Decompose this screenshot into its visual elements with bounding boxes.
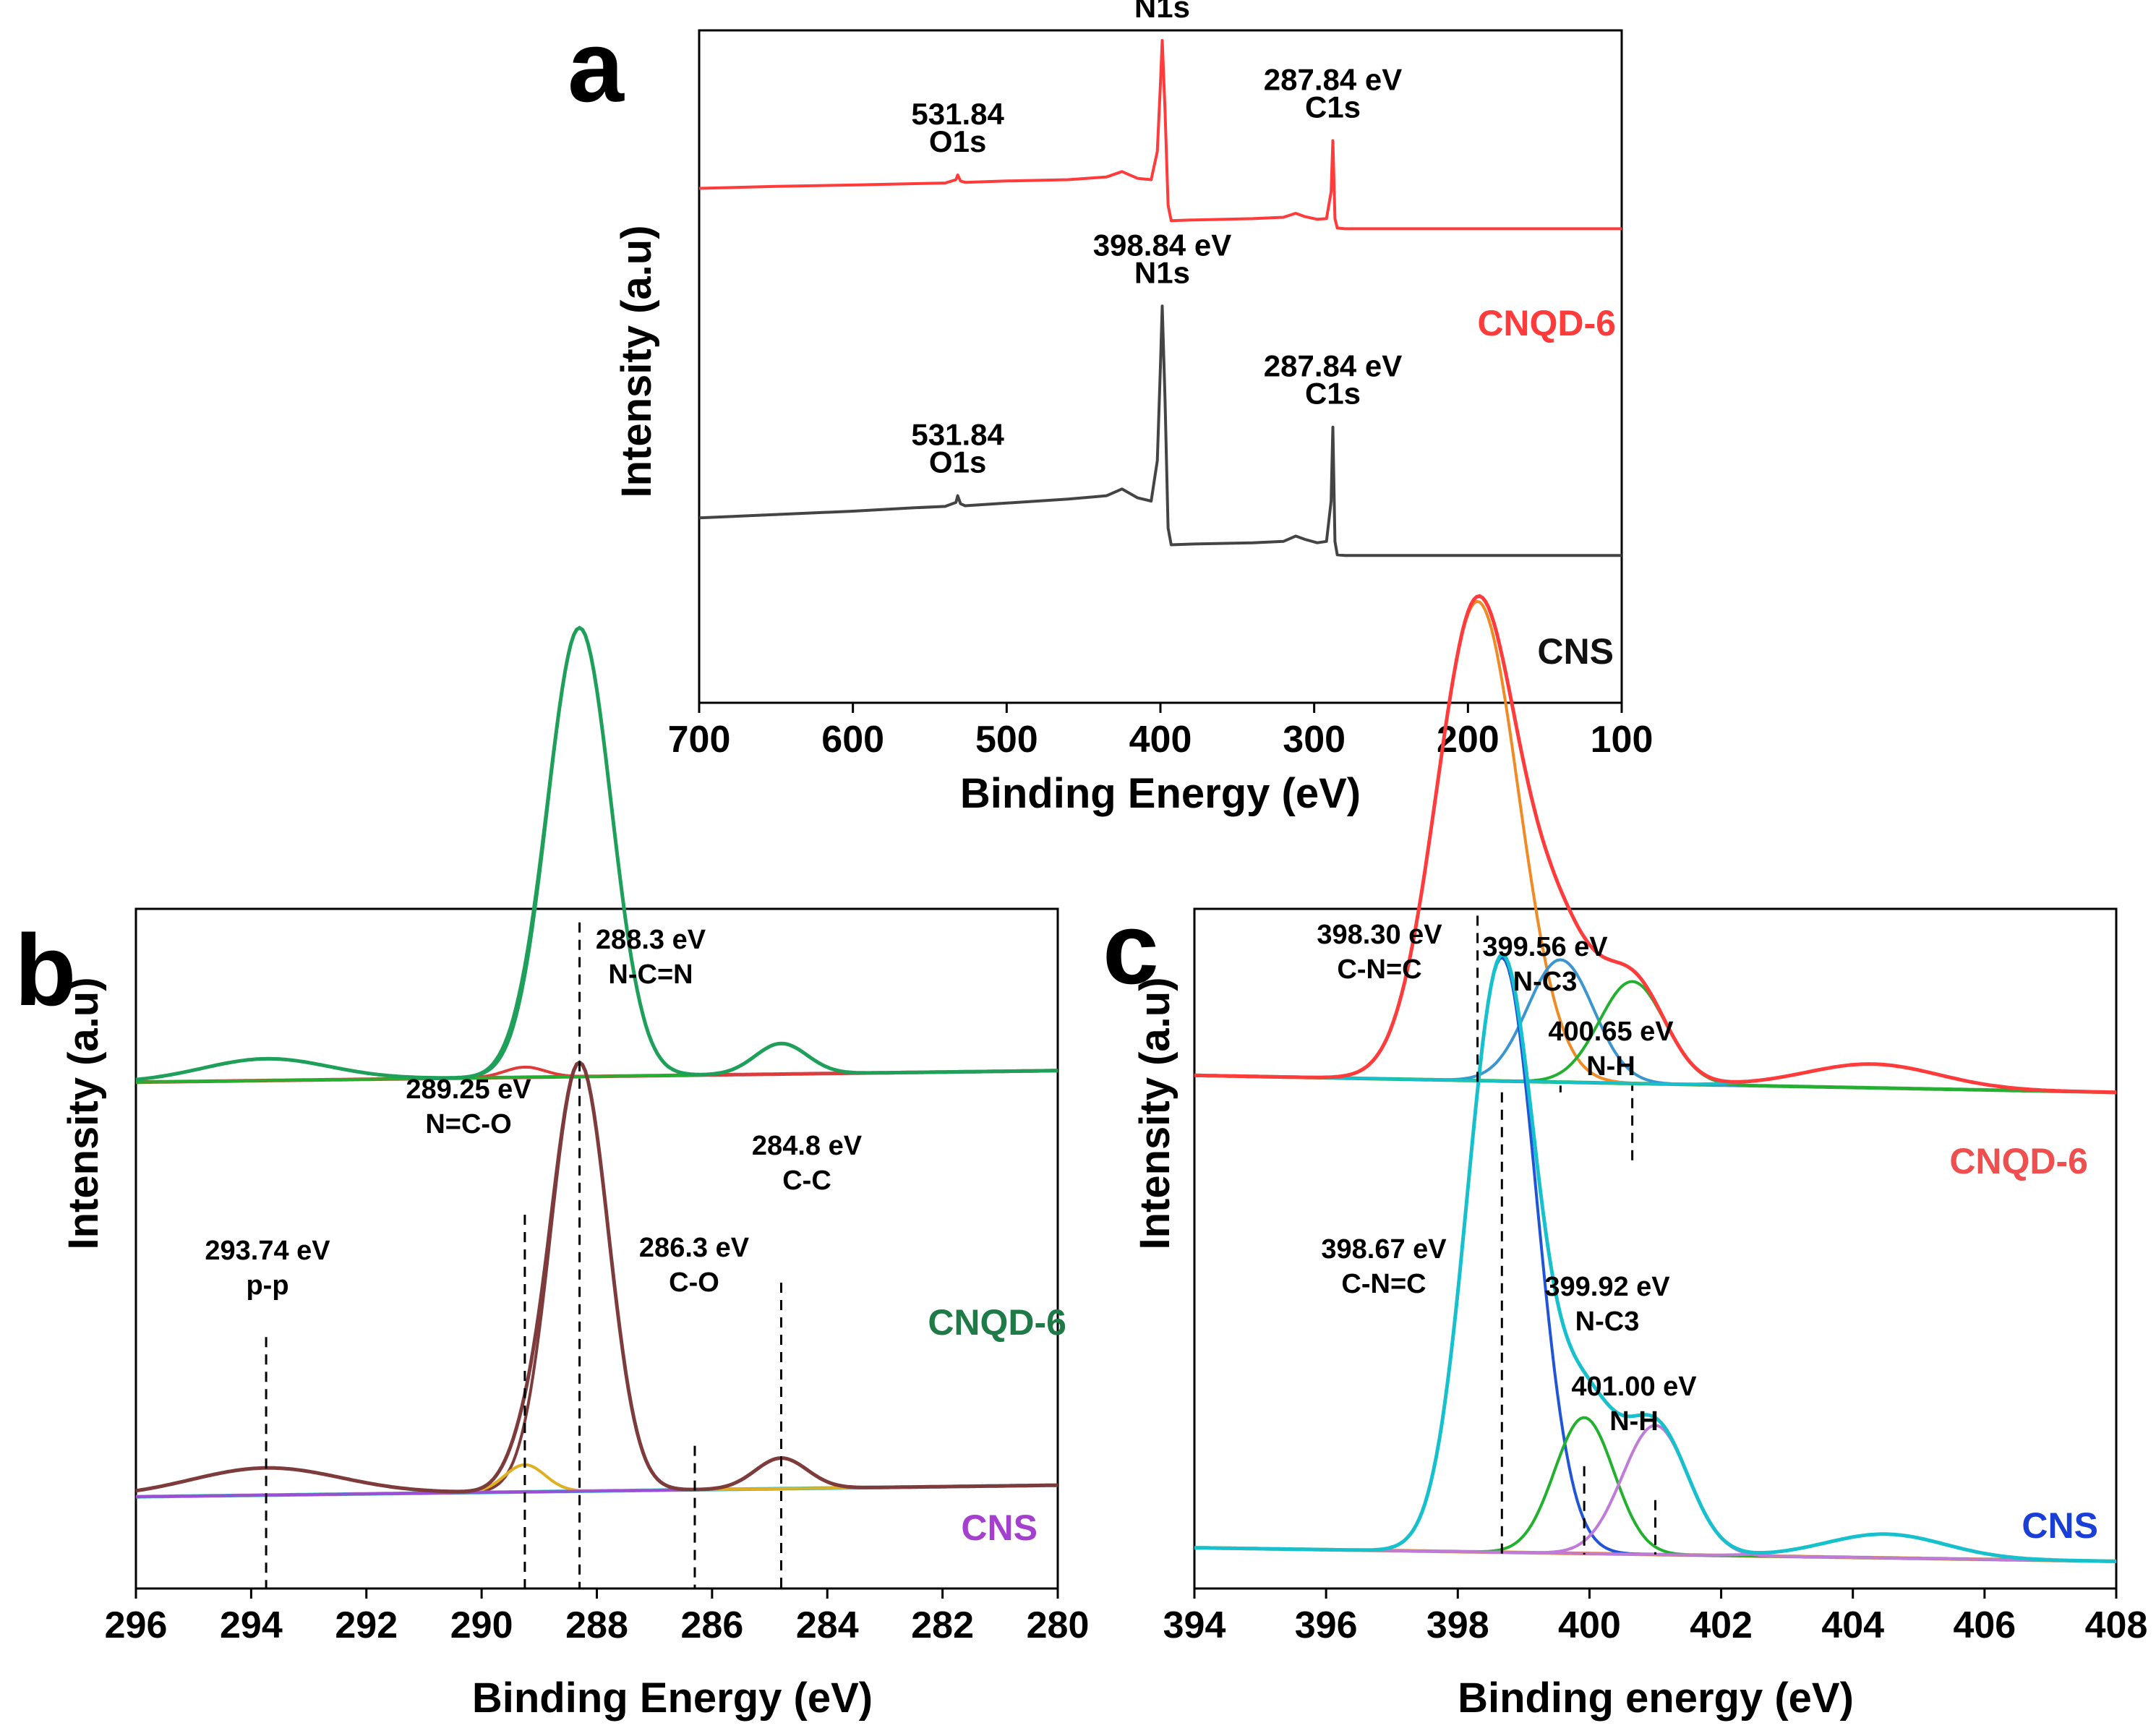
panel-b-cnqd-envelope [135,625,1058,1082]
panel-c: 394 396 398 400 402 404 406 408 398.30 eV C-N=C 39… [1132,594,2148,1722]
panel-c-x-tick-label-3: 400 [1558,1604,1621,1646]
panel-c-annotation-2: 400.65 eV [1548,1017,1674,1047]
panel-a: 700600500400300200100398.84 eVN1s287.84 … [613,0,1653,817]
panel-a-x-tick-label-1: 600 [821,719,884,761]
panel-c-y-axis-label: Intensity (a.u) [1132,977,1178,1249]
panel-b-cnqd-component-3 [136,1042,1058,1084]
panel-c-annotation-sub-0: C-N=C [1337,954,1421,985]
panel-a-annotation-sub-5: O1s [929,445,986,479]
panel-b: 296 294 292 290 288 286 284 282 280 288.3 eV N-C=N… [60,625,1090,1722]
panel-b-plot-area: 296 294 292 290 288 286 284 282 280 288.3 eV N-C=N… [105,625,1090,1646]
panel-a-label-cnqd: CNQD-6 [1477,303,1616,343]
panel-a-series-cns [698,304,1622,557]
panel-a-x-tick-label-6: 100 [1591,719,1654,761]
panel-c-x-tick-label-4: 402 [1690,1604,1753,1646]
panel-a-x-tick-label-3: 400 [1129,719,1192,761]
panel-c-annotation-4: 399.92 eV [1544,1272,1670,1302]
panel-b-annotation-2: 284.8 eV [752,1131,863,1161]
panel-c-cnqd-envelope [1194,594,2117,1095]
panel-a-annotation-sub-0: N1s [1134,0,1190,24]
panel-c-x-axis-label: Binding energy (eV) [1458,1675,1854,1722]
panel-a-annotation-sub-2: O1s [929,124,986,158]
panel-a-annotation-5: 531.84 [911,418,1004,452]
panel-b-annotation-4: 293.74 eV [205,1236,330,1266]
panel-b-x-tick-label-0: 296 [105,1604,168,1646]
panel-b-x-tick-label-7: 282 [911,1604,974,1646]
panel-a-x-tick-label-0: 700 [668,719,731,761]
panel-a-annotation-4: 287.84 eV [1264,349,1403,383]
panel-c-frame [1193,907,2118,1590]
panel-b-x-tick-label-1: 294 [220,1604,283,1646]
panel-b-x-tick-label-4: 288 [565,1604,628,1646]
panel-c-annotation-sub-4: N-C3 [1575,1307,1640,1337]
panel-b-x-tick-label-8: 280 [1027,1604,1090,1646]
panel-b-annotation-sub-1: N=C-O [425,1109,511,1139]
panel-letter-b: b [14,913,77,1027]
panel-c-annotation-1: 399.56 eV [1482,932,1608,962]
panel-a-annotation-sub-4: C1s [1305,377,1361,411]
panel-b-label-cns: CNS [961,1508,1038,1548]
panel-a-y-axis-label: Intensity (a.u) [613,225,660,497]
panel-letter-a: a [568,9,625,123]
panel-c-annotation-3: 398.67 eV [1321,1234,1447,1265]
panel-c-x-tick-label-2: 398 [1426,1604,1489,1646]
panel-c-label-cnqd: CNQD-6 [1949,1141,2088,1181]
panel-b-x-axis-label: Binding Energy (eV) [472,1675,873,1722]
panel-c-x-tick-label-1: 396 [1295,1604,1358,1646]
panel-c-x-tick-label-5: 404 [1821,1604,1884,1646]
panel-a-annotation-3: 398.84 eV [1093,228,1232,262]
panel-a-series-cnqd [698,39,1622,231]
panel-c-annotation-sub-5: N-H [1609,1406,1659,1437]
panel-b-annotation-sub-0: N-C=N [608,959,693,990]
panel-b-x-tick-label-5: 286 [680,1604,743,1646]
panel-c-plot-area: 394 396 398 400 402 404 406 408 398.30 eV C-N=C 39… [1163,594,2148,1646]
panel-b-annotation-sub-2: C-C [782,1166,831,1196]
panel-b-annotation-sub-4: p-p [246,1270,288,1301]
panel-c-annotation-sub-1: N-C3 [1513,967,1578,997]
panel-a-x-tick-label-4: 300 [1283,719,1346,761]
panel-a-x-tick-label-2: 500 [975,719,1038,761]
panel-b-label-cnqd: CNQD-6 [928,1302,1066,1343]
panel-b-annotation-sub-3: C-O [669,1267,719,1298]
panel-a-label-cns: CNS [1537,631,1614,672]
panel-b-cns-envelope [135,1060,1058,1494]
panel-c-x-tick-label-7: 408 [2085,1604,2148,1646]
panel-c-annotation-sub-2: N-H [1586,1051,1635,1082]
panel-b-x-tick-label-6: 284 [796,1604,859,1646]
panel-c-annotation-5: 401.00 eV [1571,1372,1697,1402]
panel-b-x-tick-label-3: 290 [450,1604,513,1646]
panel-b-annotation-0: 288.3 eV [596,925,706,955]
panel-b-annotation-3: 286.3 eV [639,1233,750,1263]
panel-b-x-tick-label-2: 292 [335,1604,398,1646]
panel-b-annotation-1: 289.25 eV [406,1074,531,1105]
panel-letter-c: c [1103,891,1159,1005]
panel-a-annotation-2: 531.84 [911,97,1004,131]
panel-a-annotation-sub-1: C1s [1305,90,1361,124]
panel-c-cns-envelope [1194,952,2117,1563]
panel-a-annotation-1: 287.84 eV [1264,63,1403,97]
panel-c-x-tick-label-0: 394 [1163,1604,1226,1646]
panel-c-annotation-sub-3: C-N=C [1341,1269,1426,1299]
panel-b-cns-component-3 [136,1456,1058,1499]
panel-a-plot-area: 700600500400300200100398.84 eVN1s287.84 … [668,0,1654,761]
panel-c-annotation-0: 398.30 eV [1317,920,1442,950]
panel-a-annotation-sub-3: N1s [1134,255,1190,289]
panel-a-x-axis-label: Binding Energy (eV) [960,770,1361,817]
panel-c-label-cns: CNS [2022,1505,2098,1546]
panel-b-y-axis-label: Intensity (a.u) [60,977,107,1249]
panel-c-x-tick-label-6: 406 [1953,1604,2016,1646]
